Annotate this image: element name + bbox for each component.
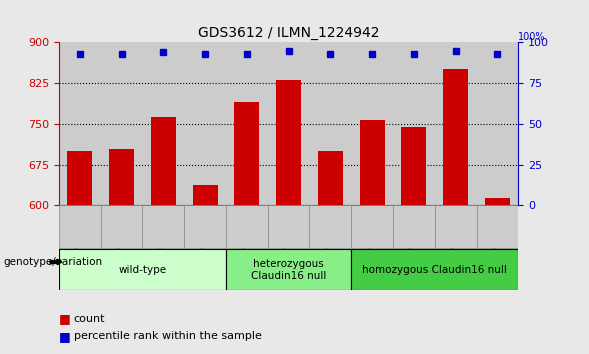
Bar xyxy=(276,80,301,205)
Text: heterozygous
Claudin16 null: heterozygous Claudin16 null xyxy=(251,259,326,281)
Text: homozygous Claudin16 null: homozygous Claudin16 null xyxy=(362,265,507,275)
Bar xyxy=(101,205,143,248)
Title: GDS3612 / ILMN_1224942: GDS3612 / ILMN_1224942 xyxy=(198,26,379,40)
Bar xyxy=(477,205,518,248)
Bar xyxy=(184,42,226,205)
Text: count: count xyxy=(74,314,105,324)
Bar xyxy=(184,205,226,248)
Bar xyxy=(67,151,92,205)
Bar xyxy=(393,42,435,205)
Text: 100%: 100% xyxy=(518,33,546,42)
Bar xyxy=(443,69,468,205)
Bar xyxy=(226,250,351,290)
Bar xyxy=(226,42,268,205)
Bar xyxy=(360,120,385,205)
Text: percentile rank within the sample: percentile rank within the sample xyxy=(74,331,262,341)
Bar xyxy=(351,42,393,205)
Bar xyxy=(101,42,143,205)
Bar xyxy=(351,205,393,248)
Bar xyxy=(234,102,259,205)
Bar xyxy=(393,205,435,248)
Bar xyxy=(435,205,477,248)
Bar xyxy=(59,42,101,205)
Text: genotype/variation: genotype/variation xyxy=(3,257,102,267)
Bar xyxy=(59,205,101,248)
Bar xyxy=(309,42,351,205)
Text: wild-type: wild-type xyxy=(118,265,167,275)
Bar xyxy=(435,42,477,205)
Bar xyxy=(477,42,518,205)
Bar xyxy=(59,250,226,290)
Text: ■: ■ xyxy=(59,330,71,343)
Bar xyxy=(226,205,268,248)
Bar xyxy=(401,127,426,205)
Bar xyxy=(143,205,184,248)
Bar xyxy=(351,250,518,290)
Bar xyxy=(309,205,351,248)
Bar xyxy=(318,151,343,205)
Bar xyxy=(268,205,309,248)
Bar xyxy=(485,198,510,205)
Bar xyxy=(143,42,184,205)
Text: ■: ■ xyxy=(59,312,71,325)
Bar xyxy=(193,185,217,205)
Bar xyxy=(268,42,309,205)
Bar xyxy=(109,149,134,205)
Bar xyxy=(151,118,176,205)
